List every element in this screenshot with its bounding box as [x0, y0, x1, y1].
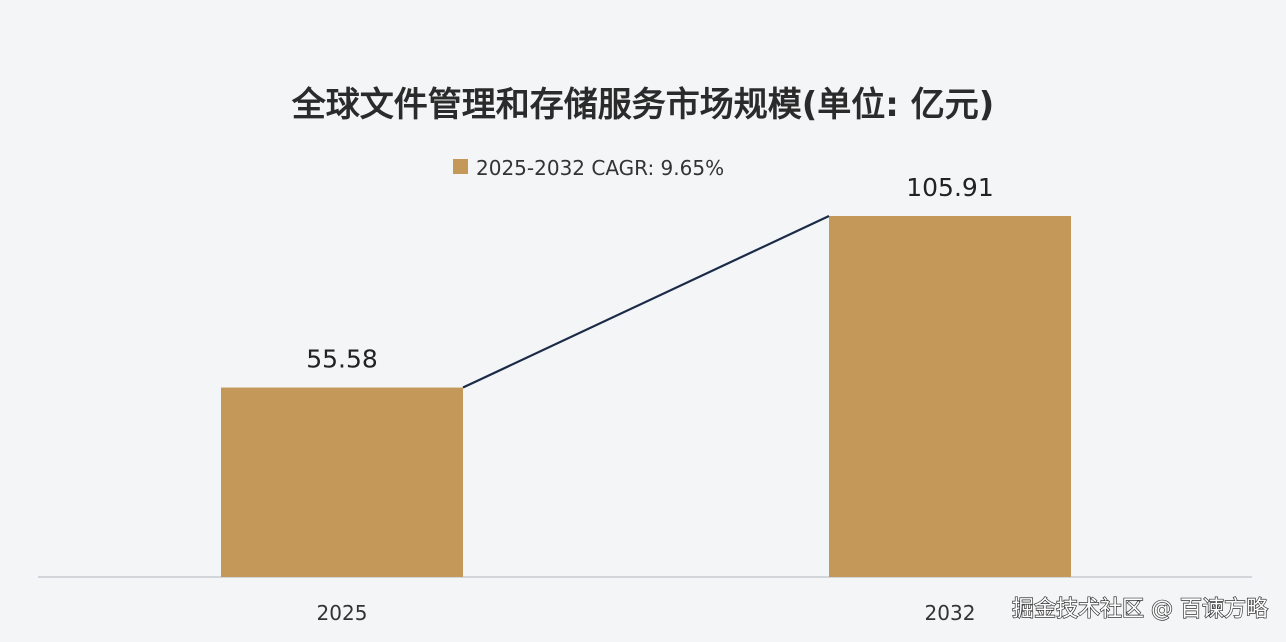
legend-label: 2025-2032 CAGR: 9.65% — [476, 156, 724, 180]
data-labels: 55.58 105.91 — [306, 173, 994, 374]
trend — [462, 215, 830, 389]
legend-swatch — [453, 159, 468, 174]
data-label-2032: 105.91 — [906, 173, 993, 202]
x-tick-2025: 2025 — [317, 601, 368, 625]
bar-2032 — [829, 216, 1071, 577]
bar-2025 — [221, 387, 463, 577]
x-tick-labels: 2025 2032 — [317, 601, 976, 625]
x-tick-2032: 2032 — [925, 601, 976, 625]
bars — [221, 216, 1071, 577]
cagr-trend-line — [462, 215, 830, 389]
data-label-2025: 55.58 — [306, 345, 378, 374]
legend: 2025-2032 CAGR: 9.65% — [453, 156, 724, 180]
chart-title: 全球文件管理和存储服务市场规模(单位: 亿元) — [291, 85, 995, 125]
watermark: 掘金技术社区 @ 百谏方略 — [1012, 597, 1268, 622]
